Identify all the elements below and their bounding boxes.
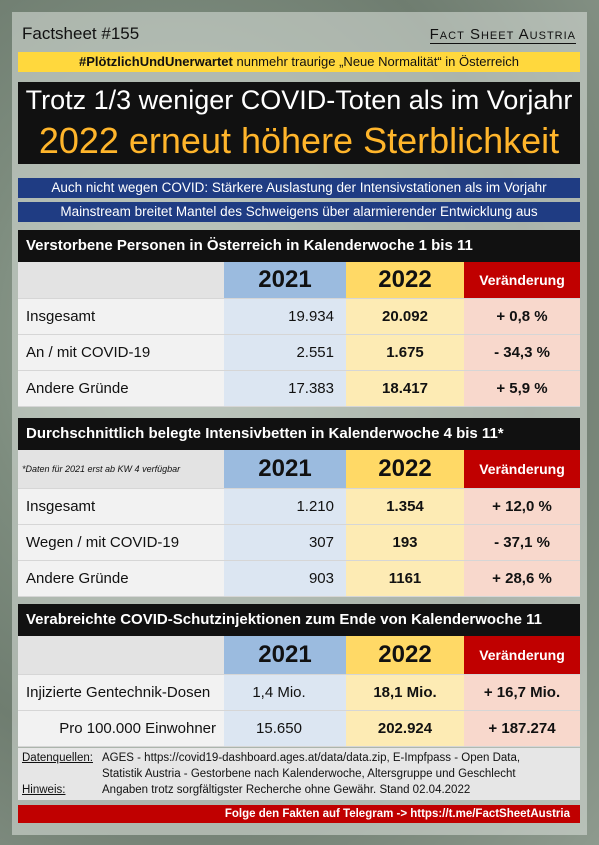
header: Factsheet #155 Fact Sheet Austria xyxy=(18,22,580,48)
note-label: Hinweis: xyxy=(22,784,66,796)
subheadline-1: Auch nicht wegen COVID: Stärkere Auslast… xyxy=(18,178,580,198)
injections-table: 2021 2022 Veränderung Injizierte Gentechni… xyxy=(18,636,580,747)
hashtag: #PlötzlichUndUnerwartet xyxy=(79,54,233,69)
table-row: Insgesamt 1.210 1.354 + 12,0 % xyxy=(18,488,580,525)
section-title-deaths: Verstorbene Personen in Österreich in Ka… xyxy=(18,230,580,262)
section-title-icu: Durchschnittlich belegte Intensivbetten … xyxy=(18,418,580,450)
tagline-text: nunmehr traurige „Neue Normalität“ in Ös… xyxy=(232,54,519,69)
header-note: *Daten für 2021 erst ab KW 4 verfügbar xyxy=(18,450,224,489)
col-change: Veränderung xyxy=(464,636,580,675)
col-2022: 2022 xyxy=(346,636,464,675)
headline-1: Trotz 1/3 weniger COVID-Toten als im Vor… xyxy=(18,82,580,118)
headline-2: 2022 erneut höhere Sterblichkeit xyxy=(18,118,580,164)
subheadline-2: Mainstream breitet Mantel des Schweigens… xyxy=(18,202,580,222)
col-2021: 2021 xyxy=(224,636,346,675)
table-row: Andere Gründe 903 1161 + 28,6 % xyxy=(18,560,580,597)
table-row: An / mit COVID-19 2.551 1.675- 34,3 % xyxy=(18,334,580,371)
table-row: Andere Gründe 17.383 18.417 + 5,9 % xyxy=(18,370,580,407)
table-row: Injizierte Gentechnik-Dosen 1,4 Mio. 18,1 … xyxy=(18,674,580,711)
col-change: Veränderung xyxy=(464,262,580,299)
col-2022: 2022 xyxy=(346,450,464,489)
sources-label: Datenquellen: xyxy=(22,752,93,764)
col-2021: 2021 xyxy=(224,262,346,299)
sources-box: Datenquellen: AGES - https://covid19-das… xyxy=(18,748,580,800)
deaths-table: 2021 2022 Veränderung Insgesamt 19.934 20.09… xyxy=(18,262,580,407)
col-2021: 2021 xyxy=(224,450,346,489)
col-2022: 2022 xyxy=(346,262,464,299)
icu-table: *Daten für 2021 erst ab KW 4 verfügbar 20… xyxy=(18,450,580,597)
sources-line-2: Statistik Austria - Gestorbene nach Kale… xyxy=(102,768,516,780)
section-title-injections: Verabreichte COVID-Schutzinjektionen zum… xyxy=(18,604,580,636)
header-note xyxy=(18,262,224,299)
telegram-footer[interactable]: Folge den Fakten auf Telegram -> https:/… xyxy=(18,805,580,823)
table-row: Wegen / mit COVID-19 307 193- 37,1 % xyxy=(18,524,580,561)
tagline: #PlötzlichUndUnerwartet nunmehr traurige… xyxy=(18,52,580,72)
table-row: Pro 100.000 Einwohner 15.650 202.924 + 187.… xyxy=(18,710,580,747)
col-change: Veränderung xyxy=(464,450,580,489)
note-text: Angaben trotz sorgfältigster Recherche o… xyxy=(102,784,471,796)
sources-line-1: AGES - https://covid19-dashboard.ages.at… xyxy=(102,752,521,764)
table-row: Insgesamt 19.934 20.092 + 0,8 % xyxy=(18,298,580,335)
brand-name: Fact Sheet Austria xyxy=(429,26,576,44)
factsheet-number: Factsheet #155 xyxy=(22,24,140,43)
header-note xyxy=(18,636,224,675)
